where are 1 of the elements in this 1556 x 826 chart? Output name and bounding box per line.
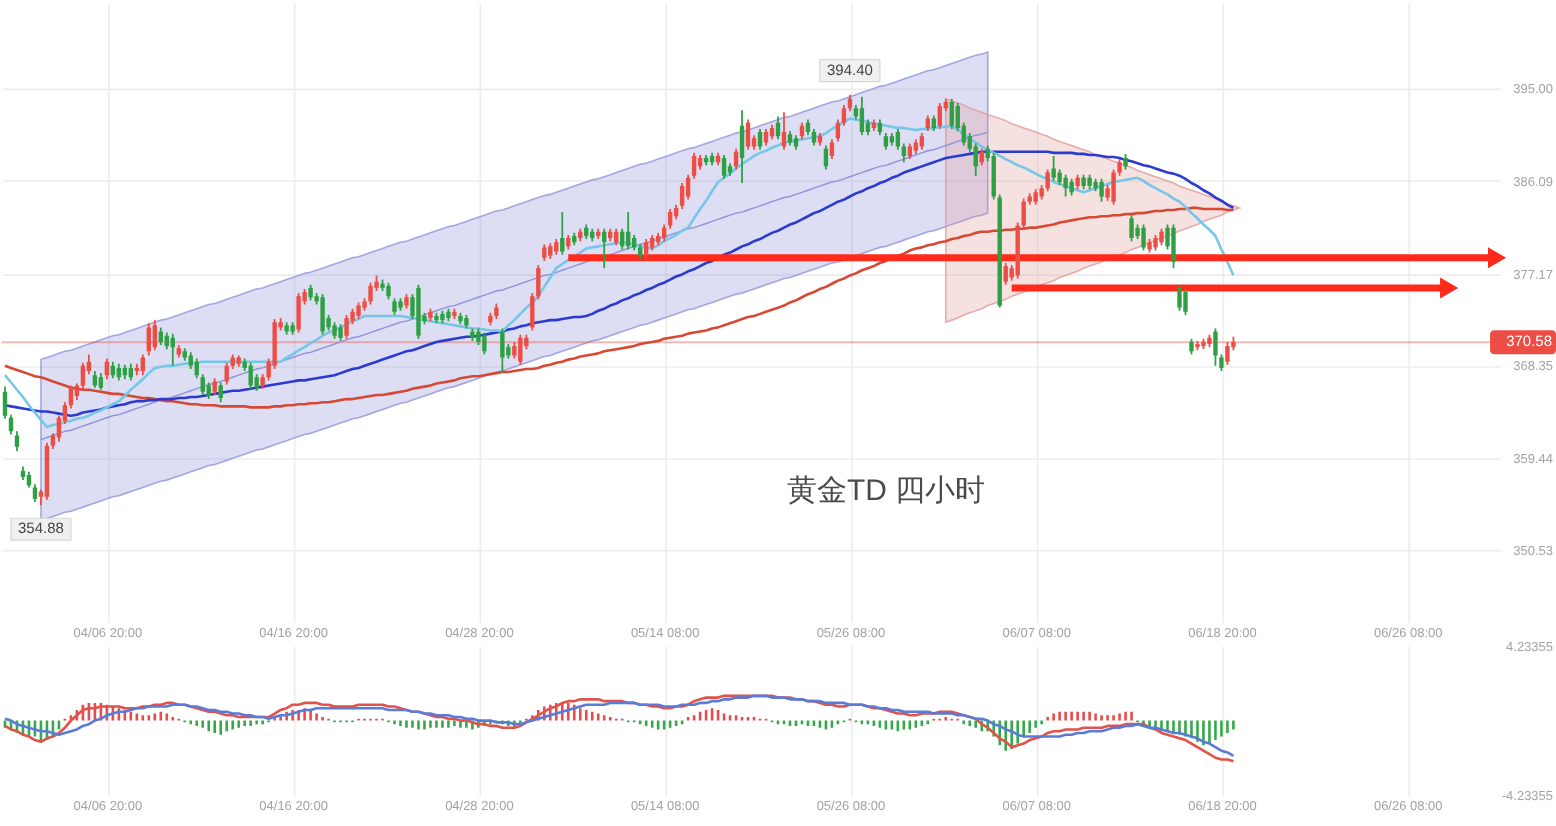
text: 黄金TD 四小时 — [786, 473, 986, 508]
